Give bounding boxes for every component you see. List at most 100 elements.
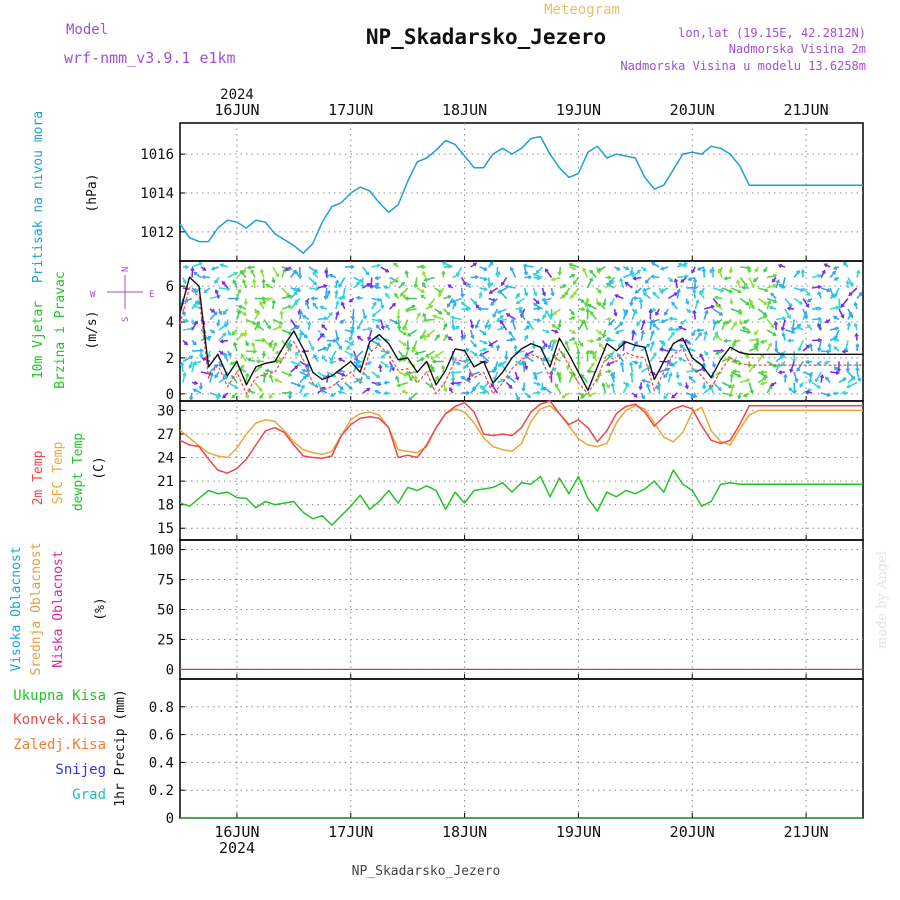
wind-arrow-head [845, 279, 850, 285]
wind-arrow-head [484, 324, 489, 330]
wind-arrow-head [281, 268, 287, 273]
wind-arrow [290, 269, 297, 278]
wind-arrow [414, 277, 418, 288]
wind-arrow [820, 392, 830, 397]
wind-arrow-head [243, 301, 248, 306]
wind-arrow [408, 392, 418, 401]
wind-arrow-head [237, 304, 243, 309]
wind-arrow-head [728, 289, 733, 294]
wind-arrow-head [759, 370, 764, 375]
wind-arrow-head [495, 344, 501, 349]
wind-arrow [242, 279, 247, 289]
wind-arrow-head [259, 394, 264, 399]
wind-arrow-head [326, 289, 331, 295]
wind-arrow-head [848, 311, 853, 316]
wind-arrow-head [513, 344, 518, 349]
station-title: NP_Skadarsko_Jezero [366, 25, 606, 49]
wind-arrow [252, 342, 256, 352]
legend-frozen-precip: Zaledj.Kisa [13, 737, 106, 753]
wind-arrow-head [568, 262, 573, 267]
wind-arrow-head [466, 307, 471, 312]
wind-arrow-head [296, 325, 301, 330]
wind-arrow-head [723, 338, 728, 344]
wind-arrow-head [301, 314, 307, 319]
wind-arrow [802, 298, 810, 308]
wind-arrow-head [410, 348, 415, 354]
wind-arrow [470, 339, 477, 348]
wind-arrow-head [256, 320, 260, 326]
wind-arrow-head [521, 359, 526, 365]
wind-arrow-head [851, 376, 856, 381]
wind-arrow [535, 266, 544, 274]
wind-arrow [380, 266, 389, 273]
wind-arrow-head [516, 292, 521, 297]
wind-arrow-head [776, 363, 781, 368]
wind-arrow-head [729, 372, 735, 378]
wind-arrow-head [416, 312, 421, 317]
wind-arrow-head [523, 365, 529, 371]
y-tick-label: 50 [157, 603, 174, 619]
wind-arrow-head [585, 297, 590, 302]
wind-arrow-head [803, 315, 808, 320]
y-tick-label: 1014 [140, 186, 174, 202]
wind-arrow-head [597, 302, 602, 307]
wind-arrow [308, 340, 315, 351]
wind-arrow-head [222, 394, 227, 399]
wind-arrow [730, 287, 741, 293]
wind-arrow-head [474, 274, 480, 280]
wind-arrow [193, 388, 202, 394]
wind-arrow-head [841, 390, 846, 396]
wind-arrow [748, 382, 754, 394]
wind-arrow-head [422, 312, 427, 317]
wind-arrow [356, 319, 364, 330]
wind-arrow [815, 371, 822, 382]
wind-arrow-head [261, 338, 267, 343]
wind-arrow-head [817, 347, 822, 352]
wind-arrow [740, 266, 751, 269]
wind-arrow [597, 266, 606, 272]
wind-arrow [317, 284, 327, 289]
wind-arrow [379, 319, 385, 330]
wind-arrow-head [492, 368, 497, 374]
wind-arrow-head [805, 359, 810, 365]
wind-arrow-head [244, 342, 250, 347]
wind-arrow-head [746, 378, 751, 383]
meteogram-label: Meteogram [544, 2, 620, 18]
wind-arrow-head [269, 342, 273, 347]
wind-arrow-head [227, 352, 232, 357]
wind-arrow-head [632, 276, 637, 281]
wind-arrow-head [337, 389, 342, 395]
wind-arrow-head [775, 279, 780, 284]
wind-arrow-head [719, 311, 724, 316]
wind-arrow [830, 371, 839, 374]
wind-arrow-head [421, 289, 426, 293]
wind-arrow-head [510, 318, 515, 323]
wind-arrow-head [335, 337, 340, 342]
wind-arrow-head [666, 367, 671, 372]
wind-arrow-head [624, 281, 629, 286]
wind-arrow [671, 301, 678, 310]
wind-arrow [748, 364, 756, 373]
wind-arrow-head [659, 347, 664, 352]
wind-arrow-head [422, 270, 426, 276]
wind-arrow [398, 339, 407, 346]
y-tick-label: 75 [157, 573, 174, 589]
wind-arrow-head [256, 310, 261, 315]
wind-arrow [703, 386, 713, 394]
wind-arrow [699, 353, 705, 362]
wind-arrow-head [845, 368, 850, 373]
wind-arrow-head [201, 357, 206, 362]
wind-arrow-head [515, 300, 520, 304]
wind-arrow-head [573, 340, 578, 345]
wind-arrow-head [423, 277, 428, 282]
wind-arrow-head [854, 332, 859, 337]
wind-arrow-head [222, 332, 227, 337]
wind-arrow-head [543, 301, 548, 306]
wind-arrow [299, 371, 310, 377]
wind-arrow-head [324, 268, 329, 274]
wind-arrow [290, 365, 298, 373]
wind-arrow-head [473, 300, 478, 305]
wind-arrow-head [302, 393, 307, 397]
wind-arrow [370, 277, 373, 288]
wind-arrow-head [763, 314, 768, 319]
